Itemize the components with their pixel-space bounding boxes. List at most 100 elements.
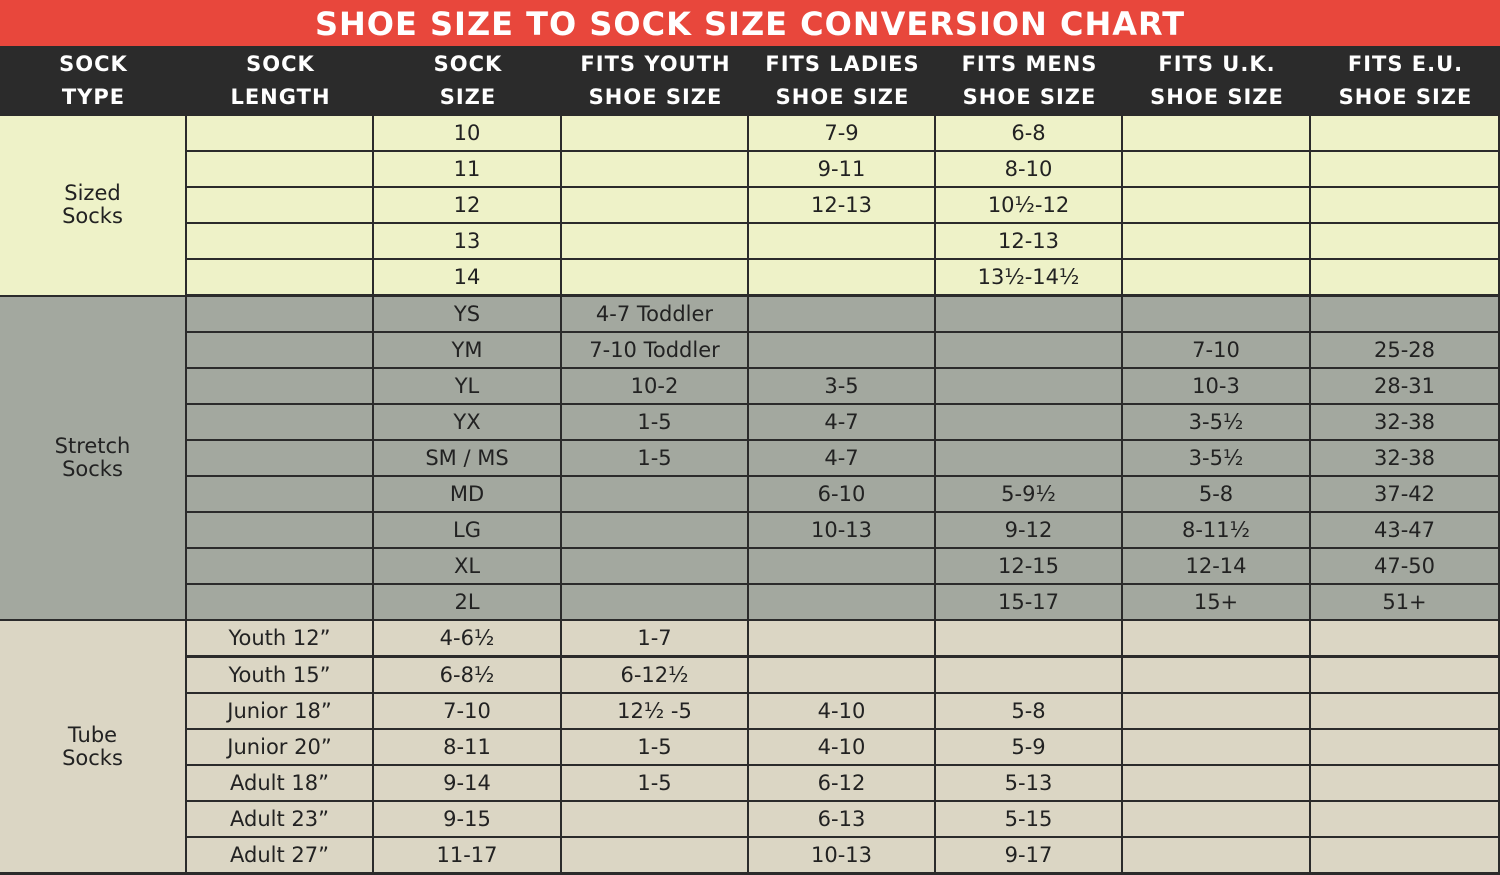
table-cell: 4-7 bbox=[749, 404, 936, 441]
column-header-line: SOCK bbox=[433, 52, 503, 76]
column-header-line: FITS E.U. bbox=[1347, 52, 1464, 76]
table-cell bbox=[187, 188, 374, 225]
table-cell bbox=[562, 838, 749, 875]
table-cell: 12 bbox=[374, 188, 562, 225]
table-cell: LG bbox=[374, 513, 562, 550]
table-cell bbox=[1123, 838, 1311, 875]
table-cell: 32-38 bbox=[1311, 440, 1500, 477]
table-cell bbox=[1123, 224, 1311, 261]
table-cell: 10-13 bbox=[749, 513, 936, 550]
table-cell bbox=[1123, 621, 1311, 658]
column-header-line: SHOE SIZE bbox=[588, 85, 723, 109]
table-cell: 5-15 bbox=[936, 801, 1123, 838]
table-cell: Junior 18” bbox=[187, 693, 374, 730]
table-cell: 6-8½ bbox=[374, 657, 562, 694]
sock-type-tube: Tube Socks bbox=[0, 621, 187, 875]
table-cell: 10-2 bbox=[562, 368, 749, 405]
table-cell: 7-10 Toddler bbox=[562, 332, 749, 369]
column-header-line: TYPE bbox=[61, 85, 126, 109]
table-cell bbox=[562, 477, 749, 514]
table-cell: 5-8 bbox=[936, 693, 1123, 730]
table-cell bbox=[562, 585, 749, 622]
table-cell bbox=[187, 296, 374, 333]
table-cell: 15+ bbox=[1123, 585, 1311, 622]
table-cell bbox=[562, 801, 749, 838]
table-cell: 1-5 bbox=[562, 440, 749, 477]
table-cell: YS bbox=[374, 296, 562, 333]
table-cell: 9-17 bbox=[936, 838, 1123, 875]
table-cell bbox=[1311, 116, 1500, 153]
table-cell: 4-10 bbox=[749, 693, 936, 730]
table-cell: 10 bbox=[374, 116, 562, 153]
table-cell bbox=[1311, 838, 1500, 875]
table-cell: 4-7 Toddler bbox=[562, 296, 749, 333]
chart-title: SHOE SIZE TO SOCK SIZE CONVERSION CHART bbox=[0, 0, 1500, 46]
column-header: FITS E.U. SHOE SIZE bbox=[1311, 46, 1500, 116]
table-cell: 32-38 bbox=[1311, 404, 1500, 441]
table-cell: YX bbox=[374, 404, 562, 441]
column-header-line: FITS YOUTH bbox=[580, 52, 731, 76]
table-cell: 6-12 bbox=[749, 765, 936, 802]
table-cell: 4-7 bbox=[749, 440, 936, 477]
table-cell bbox=[562, 549, 749, 586]
table-cell bbox=[187, 116, 374, 153]
table-cell bbox=[1311, 765, 1500, 802]
table-cell: YL bbox=[374, 368, 562, 405]
table-cell: Youth 12” bbox=[187, 621, 374, 658]
table-cell: 5-8 bbox=[1123, 477, 1311, 514]
table-cell: 5-9½ bbox=[936, 477, 1123, 514]
column-header-line: SOCK bbox=[59, 52, 128, 76]
table-cell bbox=[749, 260, 936, 297]
table-cell: 7-9 bbox=[749, 116, 936, 153]
table-cell: 6-13 bbox=[749, 801, 936, 838]
table-cell: 25-28 bbox=[1311, 332, 1500, 369]
table-cell: Youth 15” bbox=[187, 657, 374, 694]
table-cell bbox=[187, 332, 374, 369]
table-cell bbox=[1311, 224, 1500, 261]
table-cell bbox=[1311, 296, 1500, 333]
table-cell bbox=[187, 152, 374, 189]
column-header-line: FITS MENS bbox=[961, 52, 1098, 76]
table-cell: 4-6½ bbox=[374, 621, 562, 658]
table-cell: SM / MS bbox=[374, 440, 562, 477]
table-cell bbox=[1123, 188, 1311, 225]
column-header-line: SHOE SIZE bbox=[775, 85, 910, 109]
sock-type-stretch: Stretch Socks bbox=[0, 296, 187, 622]
column-header-line: SIZE bbox=[439, 85, 497, 109]
table-cell bbox=[936, 440, 1123, 477]
table-cell bbox=[562, 116, 749, 153]
table-cell bbox=[187, 549, 374, 586]
table-cell bbox=[187, 513, 374, 550]
table-cell: 10-3 bbox=[1123, 368, 1311, 405]
table-cell bbox=[187, 440, 374, 477]
table-cell: 43-47 bbox=[1311, 513, 1500, 550]
table-cell: YM bbox=[374, 332, 562, 369]
table-cell: 13½-14½ bbox=[936, 260, 1123, 297]
table-cell bbox=[749, 549, 936, 586]
table-cell bbox=[936, 621, 1123, 658]
column-header-line: SHOE SIZE bbox=[962, 85, 1097, 109]
table-cell: 6-8 bbox=[936, 116, 1123, 153]
table-cell: 37-42 bbox=[1311, 477, 1500, 514]
column-header-line: FITS LADIES bbox=[765, 52, 920, 76]
table-cell: 4-10 bbox=[749, 729, 936, 766]
column-header-line: LENGTH bbox=[230, 85, 331, 109]
table-cell: 3-5½ bbox=[1123, 440, 1311, 477]
table-cell bbox=[1123, 657, 1311, 694]
table-cell: Junior 20” bbox=[187, 729, 374, 766]
table-cell bbox=[1311, 657, 1500, 694]
column-header: FITS YOUTH SHOE SIZE bbox=[562, 46, 749, 116]
table-cell: 9-15 bbox=[374, 801, 562, 838]
table-cell bbox=[1311, 621, 1500, 658]
table-cell bbox=[562, 224, 749, 261]
table-cell: 28-31 bbox=[1311, 368, 1500, 405]
table-cell: 3-5 bbox=[749, 368, 936, 405]
table-cell bbox=[1311, 729, 1500, 766]
table-cell bbox=[749, 332, 936, 369]
table-cell bbox=[936, 296, 1123, 333]
table-cell: 13 bbox=[374, 224, 562, 261]
table-cell: MD bbox=[374, 477, 562, 514]
table-cell bbox=[1123, 765, 1311, 802]
table-cell bbox=[1311, 152, 1500, 189]
table-cell: 11-17 bbox=[374, 838, 562, 875]
